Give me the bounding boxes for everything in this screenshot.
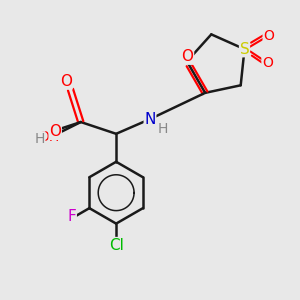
Text: O: O [60,74,72,89]
Text: S: S [240,42,249,57]
Text: O: O [262,56,273,70]
Text: O: O [49,124,61,139]
Text: H: H [157,122,168,136]
Text: F: F [68,209,76,224]
Text: N: N [144,112,156,127]
Text: OH: OH [38,130,59,144]
Text: O: O [182,49,194,64]
Text: O: O [263,29,274,43]
Text: H: H [34,132,45,146]
Text: Cl: Cl [109,238,124,253]
